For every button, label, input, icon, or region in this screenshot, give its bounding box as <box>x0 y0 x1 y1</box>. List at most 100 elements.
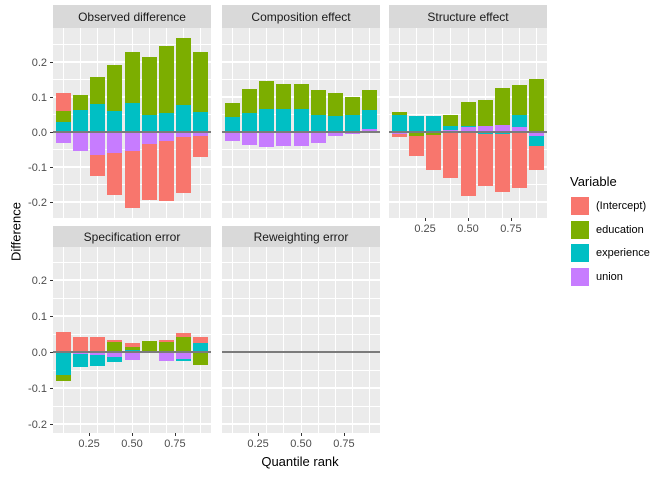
bar-segment--intercept--q0.3 <box>90 337 105 351</box>
gridline <box>249 247 250 433</box>
facet-title: Composition effect <box>251 9 351 24</box>
y-tick-label: -0.2 <box>28 196 47 209</box>
x-tick-label: 0.50 <box>121 438 143 450</box>
bar-segment--intercept--q0.1 <box>56 93 71 111</box>
bar-segment--intercept--q0.7 <box>495 134 510 192</box>
bar-segment-education-q0.3 <box>426 133 441 135</box>
bar-segment-education-q0.7 <box>159 342 174 352</box>
bar-segment-education-q0.8 <box>345 97 360 115</box>
x-tick-mark <box>258 433 260 436</box>
bar-segment-experience-q0.4 <box>107 357 122 362</box>
bar-segment-union-q0.6 <box>142 132 157 144</box>
y-tick-mark <box>50 424 53 425</box>
bar-segment-union-q0.6 <box>478 126 493 132</box>
y-tick-mark <box>50 202 53 203</box>
bar-segment-experience-q0.4 <box>443 126 458 130</box>
bar-segment-experience-q0.9 <box>193 343 208 352</box>
bar-segment-experience-q0.3 <box>90 104 105 132</box>
gridline <box>131 247 133 433</box>
y-tick-mark <box>50 97 53 98</box>
facet-title: Observed difference <box>78 9 186 24</box>
bar-segment-union-q0.7 <box>159 132 174 141</box>
legend-label-union: union <box>596 270 623 283</box>
bar-segment-experience-q0.7 <box>159 113 174 132</box>
bar-segment-experience-q0.6 <box>478 132 493 134</box>
bar-segment-education-q0.4 <box>443 115 458 126</box>
x-axis-title: Quantile rank <box>261 454 339 469</box>
bar-segment-union-q0.7 <box>495 125 510 132</box>
legend-key--intercept- <box>571 197 589 215</box>
bar-segment-experience-q0.2 <box>73 110 88 132</box>
legend-key-education <box>571 220 589 239</box>
bar-segment-experience-q0.1 <box>56 353 71 375</box>
bar-segment-union-q0.8 <box>345 132 360 134</box>
bar-segment-education-q0.6 <box>142 57 157 115</box>
bar-segment-education-q0.2 <box>242 89 257 113</box>
gridline <box>300 247 302 433</box>
zero-line <box>53 131 211 133</box>
bar-segment--intercept--q0.8 <box>176 137 191 193</box>
bar-segment--intercept--q0.5 <box>125 343 140 347</box>
x-tick-mark <box>301 433 302 436</box>
bar-segment-education-q0.1 <box>392 112 407 115</box>
legend-label-experience: experience <box>596 247 650 259</box>
bar-segment-education-q0.5 <box>294 84 309 109</box>
bar-segment-union-q0.1 <box>392 132 407 134</box>
facet-strip-specification-error: Specification error <box>53 226 211 247</box>
bar-segment-education-q0.8 <box>176 38 191 105</box>
legend-label--intercept-: (Intercept) <box>596 200 647 212</box>
legend-key-union <box>571 267 589 286</box>
bar-segment--intercept--q0.9 <box>193 337 208 343</box>
bar-segment-union-q0.7 <box>328 132 343 136</box>
bar-segment--intercept--q0.4 <box>107 153 122 195</box>
bar-segment-education-q0.1 <box>56 375 71 381</box>
bar-segment-education-q0.8 <box>176 337 191 352</box>
bar-segment--intercept--q0.6 <box>142 144 157 200</box>
zero-line <box>222 131 380 133</box>
bar-segment-education-q0.6 <box>311 90 326 115</box>
zero-line <box>222 351 380 353</box>
bar-segment-union-q0.6 <box>311 132 326 143</box>
gridline <box>369 247 371 433</box>
bar-segment--intercept--q0.9 <box>193 136 208 157</box>
bar-segment-experience-q0.7 <box>328 116 343 132</box>
bar-segment--intercept--q0.1 <box>392 134 407 137</box>
bar-segment-experience-q0.2 <box>73 354 88 367</box>
facet-panel-composition-effect <box>222 28 380 218</box>
facet-strip-structure-effect: Structure effect <box>389 5 547 28</box>
zero-line <box>389 131 547 133</box>
bar-segment-experience-q0.1 <box>225 117 240 132</box>
bar-segment-experience-q0.8 <box>512 115 527 127</box>
bar-segment--intercept--q0.7 <box>159 141 174 201</box>
bar-segment-education-q0.5 <box>461 102 476 126</box>
bar-segment-union-q0.3 <box>90 132 105 155</box>
bar-segment-experience-q0.2 <box>409 116 424 132</box>
x-tick-label: 0.50 <box>457 223 479 235</box>
x-tick-label: 0.25 <box>78 438 100 450</box>
bar-segment--intercept--q0.4 <box>107 340 122 342</box>
bar-segment-union-q0.9 <box>529 132 544 136</box>
x-tick-mark <box>174 433 176 436</box>
bar-segment-experience-q0.5 <box>125 103 140 132</box>
bar-segment-union-q0.4 <box>276 132 291 146</box>
y-tick-mark <box>50 388 53 389</box>
bar-segment-education-q0.6 <box>478 100 493 126</box>
bar-segment-experience-q0.2 <box>242 113 257 132</box>
bar-segment-union-q0.8 <box>176 352 191 359</box>
y-tick-label: 0.2 <box>31 56 47 69</box>
bar-segment-education-q0.9 <box>529 79 544 132</box>
y-tick-mark <box>50 132 53 133</box>
legend-label-education: education <box>596 223 644 236</box>
bar-segment-union-q0.1 <box>56 132 71 143</box>
facet-panel-specification-error <box>53 247 211 433</box>
facet-title: Structure effect <box>427 9 509 24</box>
bar-segment-education-q0.1 <box>225 103 240 117</box>
bar-segment-education-q0.9 <box>362 90 377 110</box>
bar-segment-education-q0.5 <box>125 347 140 350</box>
bar-segment-union-q0.3 <box>259 132 274 147</box>
bar-segment-union-q0.2 <box>73 352 88 354</box>
x-tick-label: 0.50 <box>290 438 312 450</box>
bar-segment--intercept--q0.5 <box>461 132 476 196</box>
bar-segment-experience-q0.9 <box>193 112 208 132</box>
